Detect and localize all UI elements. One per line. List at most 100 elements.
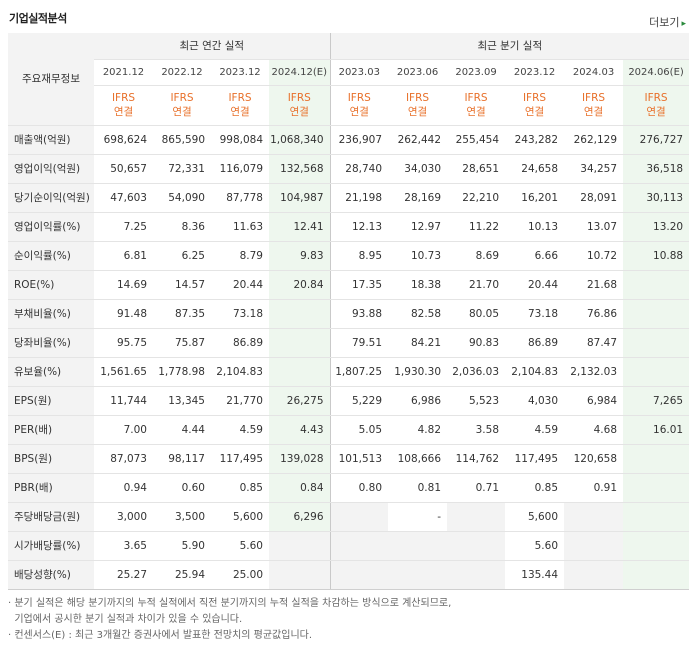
- table-cell: [329, 501, 389, 532]
- table-cell: 0.84: [269, 473, 331, 503]
- table-row: ROE(%) 14.69 14.57 20.44 20.84 17.35 18.38 21.7…: [8, 270, 690, 300]
- table-cell: 21,770: [211, 385, 269, 416]
- table-cell: -: [388, 501, 448, 532]
- ifrs-basis-label: IFRS 연결: [211, 85, 269, 126]
- ifrs-basis-label: IFRS 연결: [623, 85, 690, 126]
- table-row: EPS(원) 11,744 13,345 21,770 26,275 5,229 6,986…: [8, 385, 690, 416]
- table-cell: 0.85: [211, 473, 269, 503]
- table-row: 부채비율(%) 91.48 87.35 73.18 93.88 82.58 80.05 73.…: [8, 299, 690, 329]
- table-cell: 95.75: [94, 328, 153, 358]
- row-label: PER(배): [8, 415, 94, 445]
- table-cell: 0.94: [94, 473, 153, 503]
- table-cell: 8.69: [447, 241, 506, 271]
- table-cell: 117,495: [505, 444, 565, 474]
- table-cell: 12.97: [388, 211, 448, 242]
- table-cell: 47,603: [94, 183, 153, 213]
- table-cell: [623, 501, 690, 532]
- ifrs-basis-label: IFRS 연결: [564, 85, 624, 126]
- row-label: 매출액(억원): [8, 124, 94, 155]
- table-cell: 12.13: [329, 211, 389, 242]
- row-label: 영업이익(억원): [8, 154, 94, 184]
- table-cell: 5.60: [505, 531, 565, 561]
- table-cell: 25.00: [211, 560, 269, 590]
- table-cell: 87,778: [211, 183, 269, 213]
- table-cell: 4.82: [388, 415, 448, 445]
- table-cell: [623, 357, 690, 387]
- table-cell: 93.88: [329, 299, 389, 329]
- table-cell: 16,201: [505, 183, 565, 213]
- table-cell: 116,079: [211, 154, 269, 184]
- table-cell: 9.83: [269, 241, 331, 271]
- table-row: 영업이익(억원) 50,657 72,331 116,079 132,568 28,740…: [8, 154, 690, 184]
- period-row: 2021.12 2022.12 2023.12 2024.12(E) 2023.03 20…: [8, 59, 690, 86]
- table-cell: 4.68: [564, 415, 624, 445]
- table-cell: 0.80: [329, 473, 389, 503]
- more-label[interactable]: 더보기: [649, 16, 680, 29]
- table-cell: 6,984: [564, 385, 624, 416]
- table-cell: 8.36: [153, 211, 211, 242]
- table-cell: 73.18: [505, 299, 565, 329]
- table-cell: 80.05: [447, 299, 506, 329]
- more-link[interactable]: 더보기 ▸: [649, 14, 686, 30]
- table-cell: 25.94: [153, 560, 211, 590]
- table-cell: 104,987: [269, 183, 331, 213]
- table-cell: 4.43: [269, 415, 331, 445]
- table-cell: 5,600: [505, 501, 565, 532]
- table-cell: 236,907: [329, 124, 389, 155]
- ifrs-basis-label: IFRS 연결: [153, 85, 211, 126]
- table-cell: 13.20: [623, 211, 690, 242]
- table-cell: 20.44: [211, 270, 269, 300]
- table-cell: 262,442: [388, 124, 448, 155]
- table-cell: 6.25: [153, 241, 211, 271]
- table-cell: 1,561.65: [94, 357, 153, 387]
- table-cell: 87.35: [153, 299, 211, 329]
- table-cell: [269, 560, 331, 590]
- table-cell: 4.59: [505, 415, 565, 445]
- table-cell: 0.71: [447, 473, 506, 503]
- table-cell: 114,762: [447, 444, 506, 474]
- table-cell: 54,090: [153, 183, 211, 213]
- period-header: 2023.06: [388, 59, 448, 86]
- table-cell: 0.60: [153, 473, 211, 503]
- row-label: BPS(원): [8, 444, 94, 474]
- row-label: 당좌비율(%): [8, 328, 94, 358]
- table-row: 배당성향(%) 25.27 25.94 25.00 135.44: [8, 560, 690, 590]
- table-cell: 34,257: [564, 154, 624, 184]
- row-label: 영업이익률(%): [8, 211, 94, 242]
- table-row: BPS(원) 87,073 98,117 117,495 139,028 101,513 1…: [8, 444, 690, 474]
- table-cell: 12.41: [269, 211, 331, 242]
- ifrs-basis-label: IFRS 연결: [269, 85, 331, 126]
- table-cell: 14.57: [153, 270, 211, 300]
- table-cell: 10.73: [388, 241, 448, 271]
- ifrs-basis-label: IFRS 연결: [94, 85, 153, 126]
- table-cell: 2,036.03: [447, 357, 506, 387]
- table-cell: 28,651: [447, 154, 506, 184]
- note-line: · 컨센서스(E) : 최근 3개월간 증권사에서 발표한 전망치의 평균값입니…: [8, 630, 313, 641]
- table-cell: 18.38: [388, 270, 448, 300]
- table-cell: 4.44: [153, 415, 211, 445]
- table-cell: 5.05: [329, 415, 389, 445]
- row-label: EPS(원): [8, 385, 94, 416]
- table-cell: 24,658: [505, 154, 565, 184]
- table-cell: 120,658: [564, 444, 624, 474]
- group-header-quarterly: 최근 분기 실적: [329, 33, 690, 60]
- table-cell: 0.81: [388, 473, 448, 503]
- table-cell: 20.44: [505, 270, 565, 300]
- table-cell: 139,028: [269, 444, 331, 474]
- table-cell: 4.59: [211, 415, 269, 445]
- table-row: 매출액(억원) 698,624 865,590 998,084 1,068,340 236…: [8, 124, 690, 155]
- period-header: 2024.03: [564, 59, 624, 86]
- row-label: 유보율(%): [8, 357, 94, 387]
- table-cell: 4,030: [505, 385, 565, 416]
- table-row: 유보율(%) 1,561.65 1,778.98 2,104.83 1,807.25 1,…: [8, 357, 690, 387]
- period-header: 2021.12: [94, 59, 153, 86]
- table-cell: 10.72: [564, 241, 624, 271]
- table-cell: 101,513: [329, 444, 389, 474]
- table-cell: 0.85: [505, 473, 565, 503]
- table-cell: 5,523: [447, 385, 506, 416]
- row-label: 배당성향(%): [8, 560, 94, 590]
- table-cell: 7,265: [623, 385, 690, 416]
- table-cell: 10.88: [623, 241, 690, 271]
- table-cell: 28,169: [388, 183, 448, 213]
- table-row: 주당배당금(원) 3,000 3,500 5,600 6,296-5,600: [8, 501, 690, 532]
